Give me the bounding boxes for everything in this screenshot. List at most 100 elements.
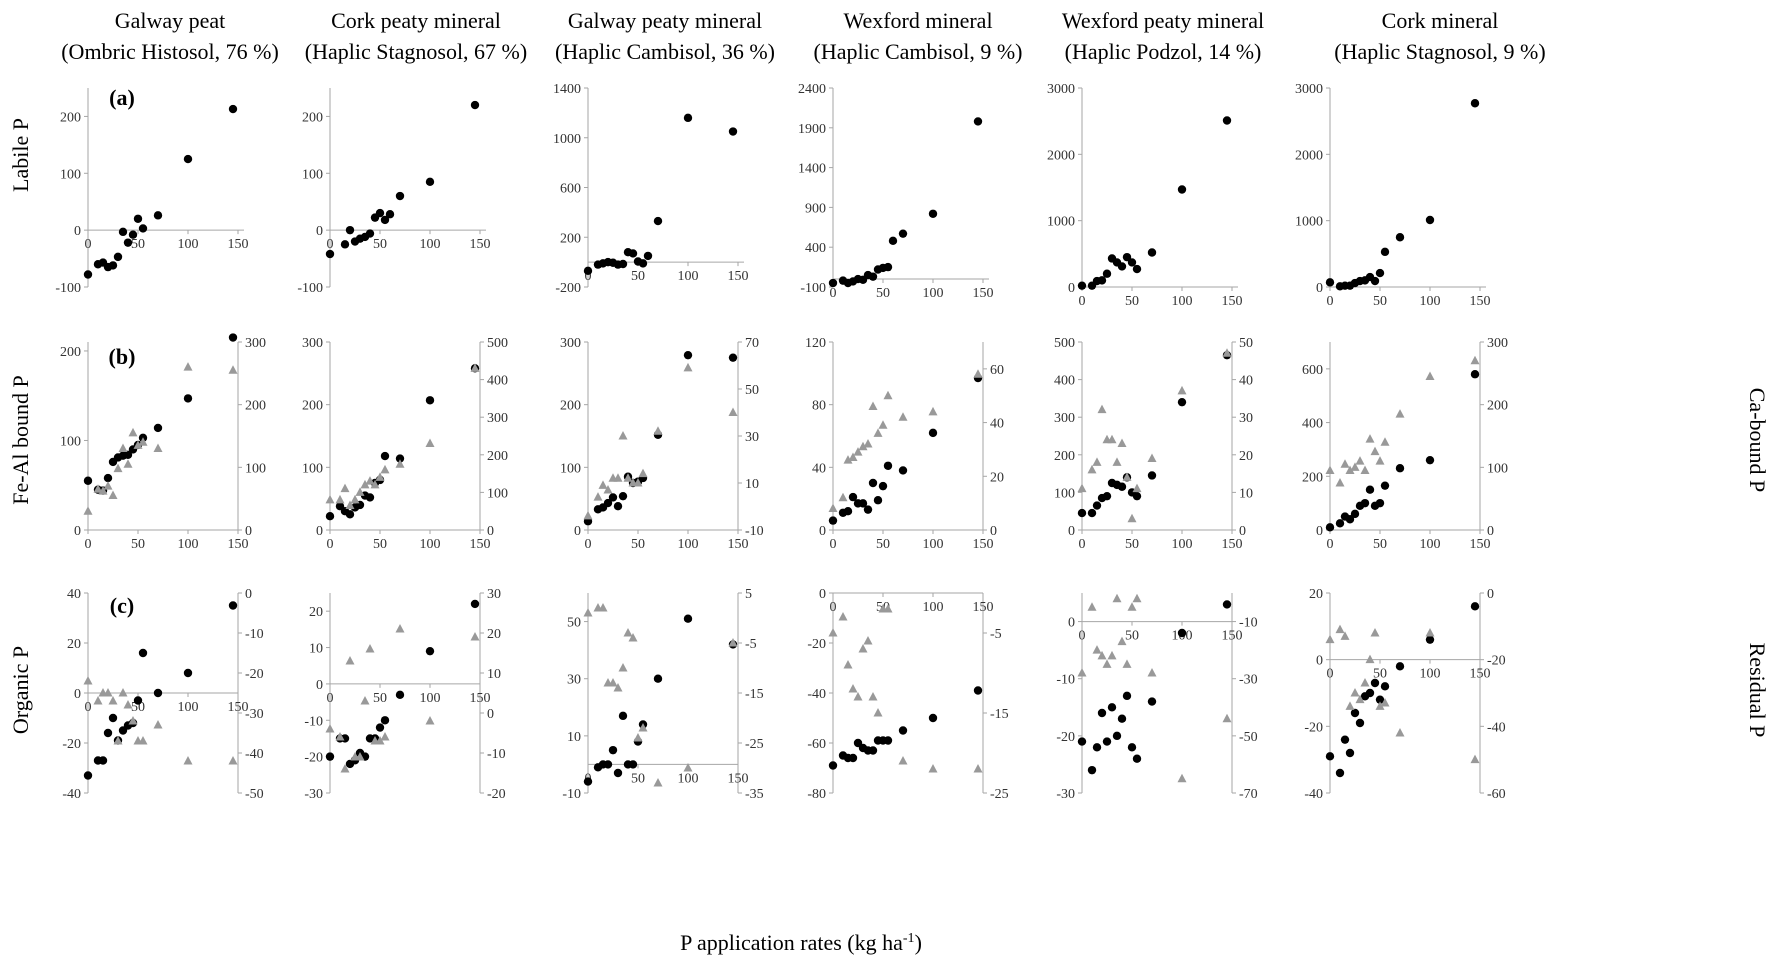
data-point-circle: [83, 270, 93, 279]
data-point-triangle: [868, 692, 878, 701]
y-tick-label: 200: [60, 110, 81, 125]
panel-a-6: 0 1000 2000 3000 0 50 100 150: [1295, 82, 1491, 309]
data-point-triangle: [1122, 659, 1132, 668]
data-point-triangle: [1375, 701, 1385, 710]
data-point-circle: [1365, 688, 1375, 698]
data-point-circle: [470, 599, 480, 609]
data-point-circle: [883, 262, 893, 272]
y2-tick-label: 0: [487, 707, 494, 722]
data-point-circle: [608, 745, 618, 755]
data-point-triangle: [1222, 713, 1232, 723]
data-point-circle: [928, 428, 938, 438]
data-point-triangle: [83, 506, 93, 515]
x-tick-label: 150: [470, 691, 491, 706]
data-point-triangle: [183, 756, 193, 765]
data-point-circle: [898, 229, 908, 238]
data-point-triangle: [1335, 624, 1345, 634]
data-point-triangle: [1355, 694, 1365, 704]
x-tick-label: 100: [923, 537, 944, 552]
y-tick-label: 300: [1054, 411, 1075, 426]
data-point-triangle: [1177, 385, 1187, 395]
data-point-circle: [118, 227, 128, 237]
data-point-circle: [1470, 370, 1480, 379]
y-tick-label: 0: [74, 687, 81, 702]
y2-tick-label: -70: [1239, 787, 1258, 802]
x-tick-label: 50: [1373, 537, 1387, 552]
y-tick-label: 3000: [1295, 82, 1323, 97]
data-point-triangle: [878, 420, 888, 429]
y-tick-label: 0: [1068, 281, 1075, 296]
data-point-circle: [1380, 682, 1390, 691]
data-point-triangle: [858, 644, 868, 653]
y-tick-label: 2000: [1047, 148, 1075, 163]
data-point-triangle: [1365, 654, 1375, 664]
x-tick-label: 50: [631, 771, 645, 786]
x-tick-label: 150: [1222, 629, 1243, 644]
data-point-circle: [1325, 523, 1335, 532]
data-point-circle: [1092, 501, 1102, 510]
data-point-circle: [425, 396, 435, 405]
data-point-triangle: [325, 724, 335, 733]
data-point-circle: [628, 760, 638, 769]
x-tick-label: 0: [585, 269, 592, 284]
data-point-triangle: [1117, 636, 1127, 646]
column-title: Cork peaty mineral: [331, 8, 501, 33]
y2-tick-label: 0: [990, 524, 997, 539]
data-point-triangle: [153, 443, 163, 453]
column-subtitle: (Ombric Histosol, 76 %): [61, 39, 279, 64]
y-tick-label: 1400: [553, 82, 581, 97]
data-point-triangle: [425, 438, 435, 448]
x-tick-label: 100: [420, 237, 441, 252]
data-point-circle: [1132, 264, 1142, 274]
y-tick-label: 40: [812, 461, 826, 476]
data-point-triangle: [848, 452, 858, 461]
column-title: Wexford mineral: [843, 8, 992, 33]
data-point-triangle: [1102, 659, 1112, 668]
data-point-triangle: [973, 369, 983, 378]
data-point-circle: [365, 229, 375, 238]
data-point-triangle: [1222, 348, 1232, 357]
data-point-triangle: [108, 490, 118, 500]
data-point-circle: [1222, 116, 1232, 125]
column-subtitle: (Haplic Stagnosol, 67 %): [305, 39, 527, 64]
x-tick-label: 50: [1125, 629, 1139, 644]
data-point-circle: [1380, 481, 1390, 490]
data-point-triangle: [1107, 650, 1117, 660]
y2-tick-label: -20: [245, 667, 264, 682]
y-tick-label: 100: [1054, 486, 1075, 501]
x-tick-label: 100: [678, 537, 699, 552]
y-tick-label: -100: [800, 281, 826, 296]
data-point-triangle: [593, 492, 603, 501]
data-point-triangle: [633, 733, 643, 742]
x-tick-label: 150: [228, 537, 249, 552]
data-point-circle: [228, 601, 238, 610]
data-point-triangle: [1107, 434, 1117, 444]
data-point-circle: [128, 230, 138, 239]
x-tick-label: 100: [1420, 667, 1441, 682]
data-point-triangle: [1325, 634, 1335, 644]
x-tick-label: 0: [830, 600, 837, 615]
data-point-circle: [683, 350, 693, 360]
y2-tick-label: -10: [1239, 616, 1258, 631]
data-point-circle: [183, 668, 193, 678]
data-point-triangle: [973, 764, 983, 773]
data-point-triangle: [1122, 472, 1132, 481]
data-point-triangle: [425, 716, 435, 725]
y2-tick-label: 50: [745, 383, 759, 398]
x-tick-label: 100: [420, 537, 441, 552]
x-tick-label: 0: [327, 237, 334, 252]
y2-tick-label: -15: [745, 687, 764, 702]
data-point-circle: [1127, 743, 1137, 752]
data-point-triangle: [335, 732, 345, 741]
data-point-triangle: [653, 778, 663, 787]
data-point-circle: [108, 261, 118, 270]
y-tick-label: 500: [1054, 336, 1075, 351]
data-point-circle: [1395, 662, 1405, 671]
row-letter: (b): [109, 344, 136, 369]
data-point-triangle: [1380, 698, 1390, 707]
data-point-triangle: [1325, 465, 1335, 474]
data-point-circle: [618, 711, 628, 721]
y-tick-label: 3000: [1047, 82, 1075, 97]
data-point-circle: [1345, 515, 1355, 524]
data-point-circle: [1097, 276, 1107, 285]
